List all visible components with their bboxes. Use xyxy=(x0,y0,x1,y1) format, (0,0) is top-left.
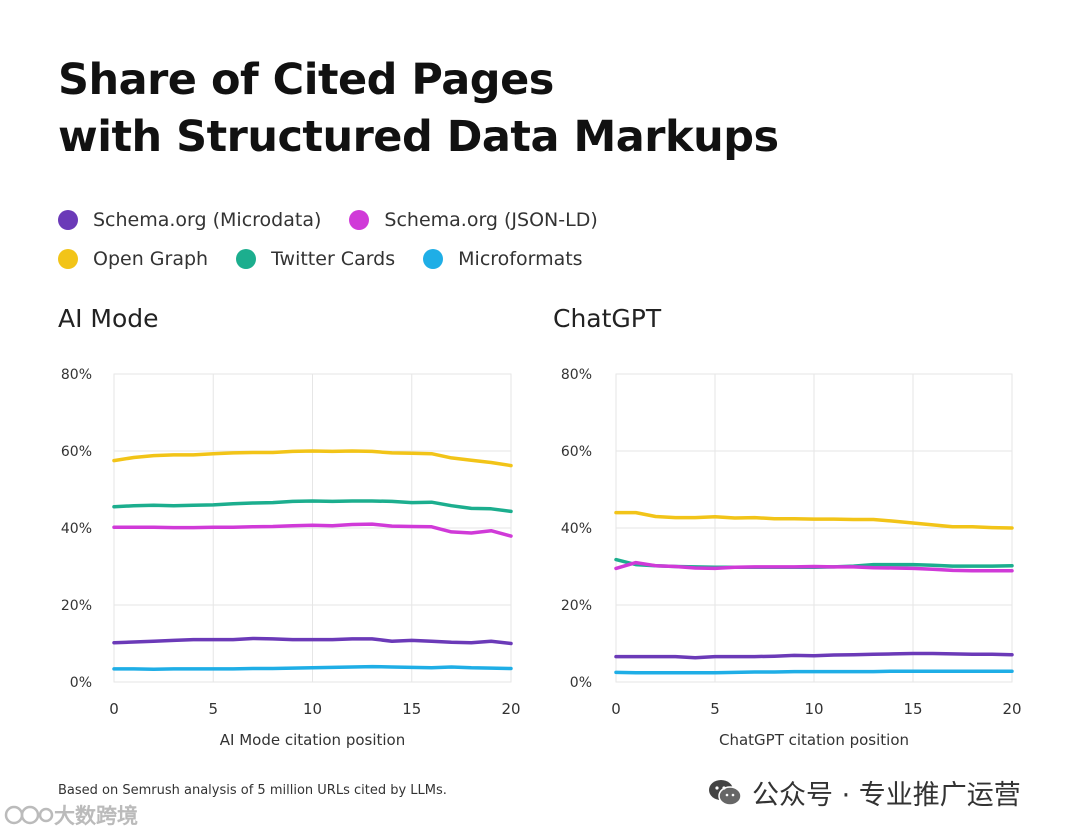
series-line-twitter-cards xyxy=(112,499,513,514)
x-tick-label: 10 xyxy=(303,700,322,718)
x-axis-label: ChatGPT citation position xyxy=(719,731,909,749)
corner-watermark-text: 大数跨境 xyxy=(54,804,138,828)
wechat-icon xyxy=(708,779,742,807)
series-line-schema-org-microdata xyxy=(112,636,513,646)
x-tick-label: 15 xyxy=(402,700,421,718)
legend: Schema.org (Microdata) Schema.org (JSON-… xyxy=(58,200,678,278)
x-tick-label: 20 xyxy=(501,700,520,718)
x-tick-label: 0 xyxy=(109,700,119,718)
legend-dot xyxy=(58,209,78,230)
chart-title-line-2: with Structured Data Markups xyxy=(58,112,779,162)
y-tick-label: 60% xyxy=(561,444,592,460)
series-line-microformats xyxy=(112,664,513,672)
wechat-watermark-text: 公众号 · 专业推广运营 xyxy=(752,780,1021,811)
series-line-schema-org-microdata xyxy=(614,651,1014,660)
series-line-schema-org-json-ld xyxy=(614,560,1014,573)
series-line-open-graph xyxy=(614,510,1014,530)
y-tick-label: 80% xyxy=(61,367,92,383)
legend-item-twitter-cards: Twitter Cards xyxy=(236,248,395,270)
chart-title: Share of Cited Pages with Structured Dat… xyxy=(58,52,779,166)
x-tick-label: 15 xyxy=(903,700,922,718)
legend-item-open-graph: Open Graph xyxy=(58,248,208,270)
legend-item-json-ld: Schema.org (JSON-LD) xyxy=(349,208,598,231)
legend-item-microdata: Schema.org (Microdata) xyxy=(58,209,321,231)
y-tick-label: 80% xyxy=(561,367,592,383)
series-line-open-graph xyxy=(112,449,513,468)
panel-title-chatgpt: ChatGPT xyxy=(553,304,662,333)
y-tick-label: 0% xyxy=(70,675,92,691)
x-tick-label: 5 xyxy=(208,700,218,718)
corner-watermark: 大数跨境 xyxy=(4,800,138,830)
y-tick-label: 40% xyxy=(61,521,92,537)
legend-label: Schema.org (Microdata) xyxy=(93,208,322,231)
wechat-watermark: 公众号 · 专业推广运营 xyxy=(708,773,1021,812)
legend-dot xyxy=(58,248,78,269)
y-tick-label: 0% xyxy=(570,675,592,691)
y-tick-label: 20% xyxy=(61,598,92,614)
series-line-microformats xyxy=(614,669,1014,675)
legend-row: Schema.org (Microdata) Schema.org (JSON-… xyxy=(58,200,678,239)
x-tick-label: 5 xyxy=(710,700,720,718)
x-tick-label: 0 xyxy=(611,700,621,718)
x-tick-label: 10 xyxy=(804,700,823,718)
chart-title-line-1: Share of Cited Pages xyxy=(58,55,554,105)
panel-title-ai-mode: AI Mode xyxy=(58,304,159,333)
legend-item-microformats: Microformats xyxy=(423,247,583,270)
x-tick-label: 20 xyxy=(1002,700,1021,718)
legend-label: Open Graph xyxy=(93,247,209,270)
legend-label: Microformats xyxy=(458,247,583,270)
legend-dot xyxy=(349,209,370,230)
series-line-schema-org-json-ld xyxy=(112,522,513,538)
legend-dot xyxy=(236,248,257,269)
legend-label: Schema.org (JSON-LD) xyxy=(384,208,598,231)
y-tick-label: 60% xyxy=(61,444,92,460)
y-tick-label: 20% xyxy=(561,598,592,614)
legend-row: Open Graph Twitter Cards Microformats xyxy=(58,239,678,278)
y-tick-label: 40% xyxy=(561,521,592,537)
legend-dot xyxy=(423,248,444,269)
brand-logo-icon xyxy=(4,805,54,825)
footnote: Based on Semrush analysis of 5 million U… xyxy=(58,783,447,798)
x-axis-label: AI Mode citation position xyxy=(220,731,406,749)
legend-label: Twitter Cards xyxy=(271,247,396,270)
